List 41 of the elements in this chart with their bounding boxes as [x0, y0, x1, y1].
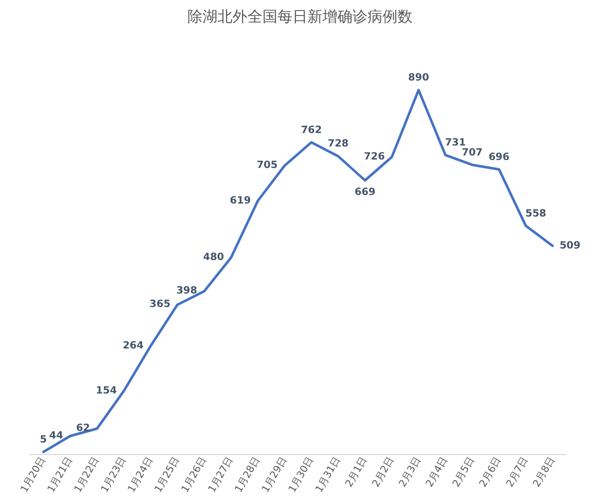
x-tick-label: 1月21日	[46, 455, 75, 495]
x-tick-label: 2月5日	[451, 455, 477, 490]
data-label: 5	[40, 434, 47, 446]
x-tick-label: 1月29日	[260, 455, 290, 495]
data-label: 558	[525, 208, 546, 220]
data-label: 264	[122, 340, 144, 352]
data-label: 154	[96, 386, 117, 397]
data-label: 669	[354, 186, 376, 198]
x-tick-label: 1月27日	[206, 455, 236, 495]
chart-title: 除湖北外全国每日新增确诊病例数	[188, 8, 412, 26]
x-tick-label: 1月25日	[153, 455, 182, 495]
x-tick-label: 2月3日	[397, 455, 424, 490]
data-label: 705	[256, 160, 278, 172]
data-label: 509	[560, 240, 581, 252]
data-label: 398	[176, 286, 198, 297]
data-label: 619	[230, 195, 251, 206]
x-tick-label: 1月24日	[126, 455, 156, 495]
data-label: 62	[76, 423, 90, 434]
data-label: 890	[408, 72, 430, 84]
data-label: 728	[328, 138, 349, 150]
x-tick-label: 2月1日	[344, 455, 370, 490]
x-tick-label: 1月28日	[234, 455, 263, 495]
x-tick-label: 1月31日	[314, 455, 343, 495]
x-tick-label: 2月7日	[504, 455, 531, 490]
data-label: 726	[364, 152, 385, 163]
data-label: 762	[300, 124, 322, 136]
data-label: 696	[488, 152, 510, 163]
x-tick-label: 2月4日	[424, 455, 450, 490]
data-label: 707	[462, 147, 483, 158]
x-tick-label: 1月30日	[287, 455, 316, 495]
x-tick-label: 1月20日	[19, 455, 48, 495]
data-label: 480	[203, 252, 224, 264]
x-tick-label: 1月22日	[72, 455, 102, 495]
x-tick-label: 2月8日	[531, 455, 558, 490]
x-tick-label: 1月26日	[180, 455, 209, 495]
x-tick-label: 1月23日	[100, 455, 129, 495]
data-label: 44	[49, 430, 64, 442]
data-label: 365	[150, 299, 170, 310]
data-label: 731	[444, 138, 466, 149]
x-tick-label: 2月6日	[478, 455, 504, 490]
x-tick-label: 2月2日	[370, 455, 397, 490]
